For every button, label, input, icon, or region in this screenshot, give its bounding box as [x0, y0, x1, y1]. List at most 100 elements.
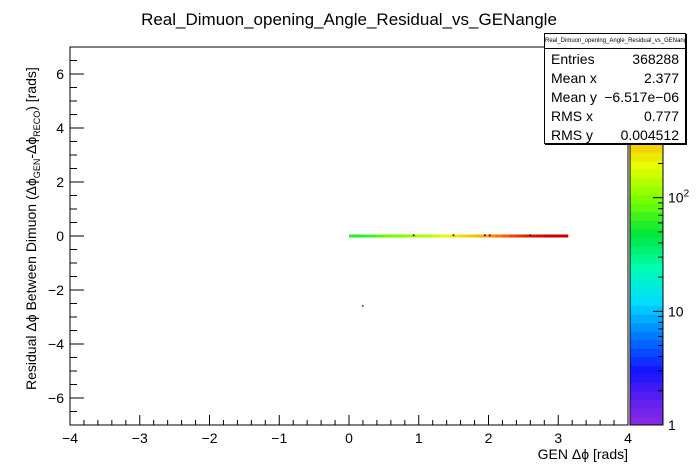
outlier-point [488, 234, 491, 237]
colorbar-segment [630, 254, 663, 264]
y-tick-label: −4 [48, 336, 64, 352]
band-cell [523, 234, 531, 238]
colorbar-segment [630, 220, 663, 230]
colorbar-segment [630, 160, 663, 170]
colorbar-label-base: 10 [668, 190, 684, 206]
colorbar-segment [630, 245, 663, 255]
colorbar-segment [630, 194, 663, 204]
colorbar-segment [630, 407, 663, 417]
colorbar-segment [630, 237, 663, 247]
y-label-sub-reco: RECO [32, 111, 42, 137]
x-tick-label: −2 [202, 430, 218, 446]
x-tick-label: 3 [554, 430, 562, 446]
x-tick-label: −4 [62, 430, 78, 446]
x-tick-label: −3 [132, 430, 148, 446]
stats-value: 0.777 [643, 108, 679, 124]
band-cell [558, 234, 566, 238]
band-cell [383, 234, 392, 238]
stats-key: Entries [551, 51, 595, 67]
colorbar-segment [630, 169, 663, 179]
colorbar-segment [630, 228, 663, 238]
y-tick-label: 0 [56, 228, 64, 244]
stats-value: 368288 [632, 51, 679, 67]
x-tick-label: 2 [485, 430, 493, 446]
colorbar-segment [630, 143, 663, 153]
chart-title: Real_Dimuon_opening_Angle_Residual_vs_GE… [141, 10, 557, 29]
band-cell [425, 234, 433, 238]
band-cell [446, 234, 454, 238]
band-cell [349, 234, 357, 238]
band-cell [516, 234, 524, 238]
colorbar-segment [630, 382, 663, 392]
colorbar-segment [630, 186, 663, 196]
colorbar-segment [630, 305, 663, 315]
outlier-point [412, 234, 415, 237]
band-cell [488, 234, 496, 238]
stats-row-entries: Entries 368288 [545, 49, 685, 68]
band-cell [404, 234, 413, 238]
outlier-point [484, 234, 486, 237]
outlier-point [529, 234, 531, 237]
outlier-point [361, 305, 364, 307]
y-tick-label: −6 [48, 390, 64, 406]
y-label-suffix: ) [rads] [23, 67, 39, 111]
colorbar-segment [630, 314, 663, 324]
stats-row-mean-x: Mean x 2.377 [545, 68, 685, 87]
colorbar-segment [630, 373, 663, 383]
band-cell [502, 234, 510, 238]
colorbar-segment [630, 177, 663, 187]
stats-box: Real_Dimuon_opening_Angle_Residual_vs_GE… [544, 33, 686, 144]
stats-row-mean-y: Mean y −6.517e−06 [545, 87, 685, 106]
colorbar-segment [630, 280, 663, 290]
colorbar-label-base: 10 [668, 303, 684, 319]
band-cell [509, 234, 517, 238]
colorbar-segment [630, 390, 663, 400]
band-cell [453, 234, 461, 238]
band-cell [411, 234, 420, 238]
histogram-band [349, 234, 569, 238]
colorbar-label: 1 [668, 417, 676, 433]
band-cell [551, 234, 559, 238]
band-cell [376, 234, 385, 238]
outlier-points [361, 234, 531, 307]
stats-row-rms-y: RMS y 0.004512 [545, 125, 685, 144]
x-tick-label: −1 [271, 430, 287, 446]
colorbar-segment [630, 263, 663, 273]
band-cell [355, 234, 364, 238]
y-label-mid: -Δϕ [23, 137, 39, 159]
colorbar-label: 102 [668, 189, 690, 206]
stats-value: 2.377 [643, 70, 679, 86]
y-axis-label: Residual Δϕ Between Dimuon (ΔϕGEN-ΔϕRECO… [23, 67, 42, 390]
x-axis-label: GEN Δϕ [rads] [538, 446, 628, 462]
y-tick-label: 4 [56, 120, 64, 136]
band-cell [530, 234, 538, 238]
colorbar-segment [630, 356, 663, 366]
band-cell [432, 234, 440, 238]
colorbar-segment [630, 322, 663, 332]
x-tick-label: 0 [345, 430, 353, 446]
y-label-prefix: Residual Δϕ Between Dimuon (Δϕ [23, 178, 39, 390]
band-cell [418, 234, 427, 238]
stats-key: Mean x [551, 70, 597, 86]
band-cell [439, 234, 447, 238]
colorbar-segment [630, 152, 663, 162]
band-cell [495, 234, 503, 238]
band-cell [467, 234, 475, 238]
stats-key: RMS y [551, 127, 593, 143]
y-tick-label: 6 [56, 66, 64, 82]
band-cell [537, 234, 545, 238]
y-tick-label: −2 [48, 282, 64, 298]
outlier-point [452, 234, 455, 237]
colorbar-label: 10 [668, 303, 684, 319]
y-label-sub-gen: GEN [32, 159, 42, 179]
colorbar-segment [630, 365, 663, 375]
stats-value: −6.517e−06 [604, 89, 679, 105]
band-cell [390, 234, 399, 238]
y-tick-label: 2 [56, 174, 64, 190]
colorbar-segment [630, 203, 663, 213]
colorbar-segment [630, 211, 663, 221]
colorbar-label-exponent: 2 [684, 189, 690, 200]
band-cell [474, 234, 482, 238]
y-axis: −6 −4 −2 0 2 4 6 [48, 46, 84, 426]
stats-title: Real_Dimuon_opening_Angle_Residual_vs_GE… [545, 34, 685, 49]
